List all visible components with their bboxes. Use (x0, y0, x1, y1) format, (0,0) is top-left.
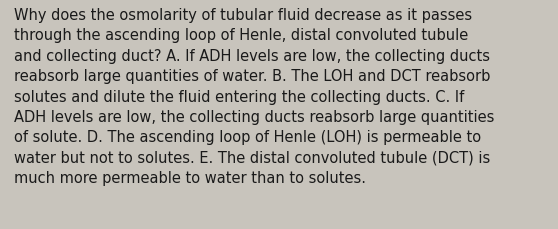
Text: Why does the osmolarity of tubular fluid decrease as it passes
through the ascen: Why does the osmolarity of tubular fluid… (14, 8, 494, 185)
